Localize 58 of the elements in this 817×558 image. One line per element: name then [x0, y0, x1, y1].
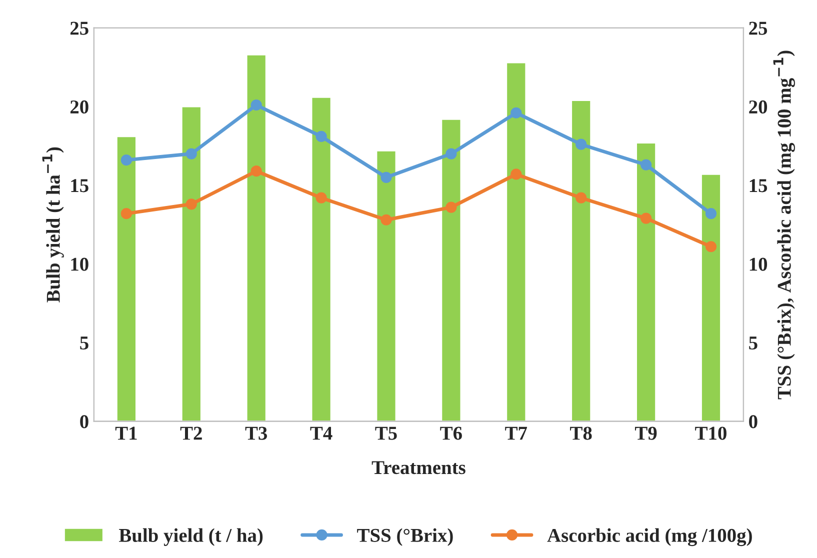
y2-axis-title: TSS (°Brix), Ascorbic acid (mg 100 mg$^{−1}$) — [773, 50, 795, 400]
point — [576, 192, 587, 204]
y2-tick-label: 0 — [749, 415, 758, 428]
point — [250, 166, 262, 177]
x-tick-label: T2 — [180, 426, 202, 440]
x-axis-title: Treatments — [372, 461, 466, 474]
x-tick-label: T8 — [570, 426, 592, 440]
y-tick-label: 20 — [70, 100, 88, 114]
legend-label: Bulb yield (t / ha) — [118, 528, 263, 546]
point — [380, 214, 392, 226]
legend-label: TSS (°Brix) — [357, 528, 453, 546]
point — [120, 208, 132, 220]
point — [446, 202, 457, 213]
bar — [180, 106, 202, 422]
bar — [700, 174, 722, 422]
y2-tick-label: 25 — [749, 22, 768, 35]
point — [250, 99, 262, 111]
point — [705, 241, 717, 252]
y2-tick-label: 20 — [749, 100, 768, 114]
x-tick-label: T3 — [245, 426, 268, 440]
y-tick-label: 25 — [70, 22, 88, 35]
x-tick-label: T1 — [115, 426, 137, 440]
y-tick-label: 0 — [80, 415, 88, 428]
x-tick-label: T9 — [635, 426, 657, 440]
y2-tick-label: 5 — [749, 336, 758, 350]
bar — [570, 100, 592, 422]
point — [120, 154, 132, 166]
x-tick-label: T10 — [695, 426, 726, 440]
point — [380, 172, 392, 183]
point — [510, 107, 522, 118]
bar — [310, 96, 332, 422]
point — [186, 148, 197, 160]
y-axis-title: Bulb yield (t ha$^{−1}$) — [42, 147, 64, 302]
bar — [440, 118, 462, 422]
bar — [506, 62, 527, 422]
point — [640, 212, 652, 224]
legend-label: Ascorbic acid (mg /100g) — [547, 528, 752, 546]
x-tick-label: T4 — [310, 426, 332, 440]
point — [510, 168, 522, 180]
x-tick-label: T6 — [440, 426, 462, 440]
bar — [246, 54, 267, 422]
y-tick-label: 5 — [80, 336, 88, 350]
bar — [116, 136, 137, 422]
point — [316, 130, 327, 142]
y-tick-label: 10 — [71, 258, 88, 271]
point — [186, 198, 197, 210]
y2-tick-label: 15 — [750, 179, 768, 192]
point — [576, 138, 587, 150]
y-tick-label: 15 — [71, 179, 88, 192]
x-tick-label: T5 — [375, 426, 397, 440]
point — [705, 208, 717, 220]
y2-tick-label: 10 — [750, 258, 768, 271]
point — [446, 148, 457, 160]
point — [640, 159, 652, 170]
bar — [636, 142, 656, 422]
bar — [376, 150, 397, 422]
point — [316, 192, 327, 204]
x-tick-label: T7 — [505, 426, 528, 440]
